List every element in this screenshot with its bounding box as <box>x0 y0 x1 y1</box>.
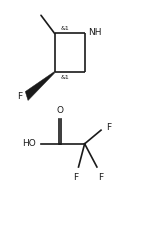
Text: &1: &1 <box>61 26 70 31</box>
Text: HO: HO <box>22 139 36 148</box>
Text: F: F <box>98 173 103 182</box>
Text: NH: NH <box>88 28 102 37</box>
Polygon shape <box>25 72 55 100</box>
Text: F: F <box>17 92 23 100</box>
Text: F: F <box>106 123 111 132</box>
Text: O: O <box>57 106 64 115</box>
Text: F: F <box>73 173 78 182</box>
Text: &1: &1 <box>61 75 70 80</box>
